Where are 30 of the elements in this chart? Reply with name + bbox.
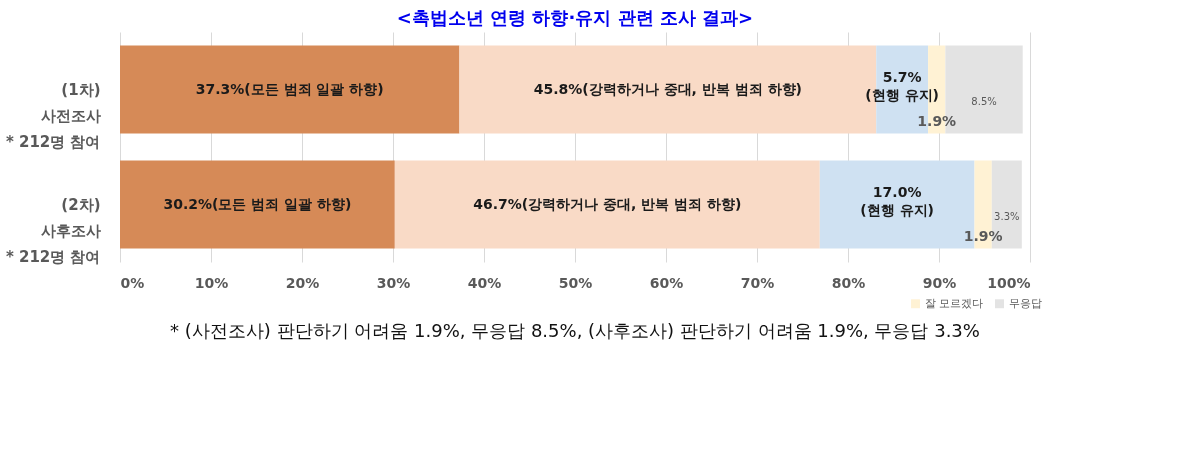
data-label: 17.0% (현행 유지) [860,183,934,218]
x-tick-label: 80% [831,274,866,291]
x-tick-label: 50% [558,274,593,291]
data-label: 1.9% [917,112,957,129]
legend-label: 무응답 [1009,296,1042,310]
y-tick-label: (1차) 사전조사 * 212명 참여 [5,80,101,151]
data-label: 8.5% [971,95,997,107]
chart-title: <촉법소년 연령 하향·유지 관련 조사 결과> [396,7,754,28]
data-label: 46.7%(강력하거나 중대, 반복 범죄 하향) [473,195,742,212]
x-tick-label: 90% [922,274,957,291]
x-tick-label: 100% [987,274,1031,291]
data-label: 37.3%(모든 범죄 일괄 하향) [195,80,384,97]
text: * (사전조사) 판단하기 어려움 1.9%, 무응답 8.5%, (사후조사) 판단하기 어려움 1.9%, 무응답 3.3% [170,320,980,341]
x-tick-label: 60% [649,274,684,291]
x-tick-label: 10% [194,274,229,291]
data-label: 30.2%(모든 범죄 일괄 하향) [163,195,352,212]
bar [120,45,460,134]
data-label: 45.8%(강력하거나 중대, 반복 범죄 하향) [533,80,802,97]
data-label: 5.7% (현행 유지) [865,68,939,103]
x-tick-label: 0% [120,274,145,291]
x-tick-label: 40% [467,274,502,291]
x-tick-label: 30% [376,274,411,291]
bar [394,160,820,249]
bar [120,160,395,249]
x-tick-label: 70% [740,274,775,291]
legend-label: 잘 모르겠다 [925,296,984,310]
data-label: 3.3% [994,210,1020,222]
x-tick-label: 20% [285,274,320,291]
y-tick-label: (2차) 사후조사 * 212명 참여 [5,195,101,266]
data-label: 1.9% [963,227,1003,244]
